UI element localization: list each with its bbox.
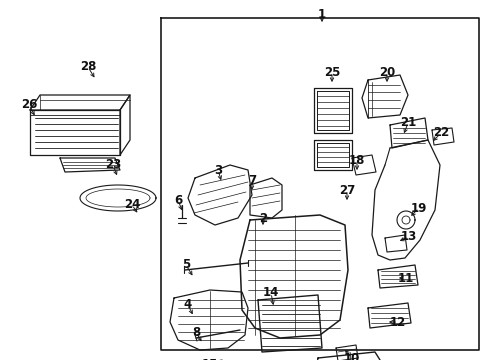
Text: 25: 25	[323, 66, 340, 78]
Text: 12: 12	[389, 315, 406, 328]
Text: 20: 20	[378, 66, 394, 78]
Text: 11: 11	[397, 271, 413, 284]
Text: 1: 1	[317, 8, 325, 21]
Text: 14: 14	[262, 287, 279, 300]
Text: 3: 3	[214, 163, 222, 176]
Text: 7: 7	[247, 174, 256, 186]
Text: 4: 4	[183, 298, 192, 311]
Text: 8: 8	[191, 325, 200, 338]
Text: 13: 13	[400, 230, 416, 243]
Text: 6: 6	[174, 194, 182, 207]
Text: 23: 23	[104, 158, 121, 171]
Text: 2: 2	[259, 211, 266, 225]
Text: 10: 10	[343, 351, 359, 360]
Text: 28: 28	[80, 60, 96, 73]
Text: 5: 5	[182, 258, 190, 271]
Text: 22: 22	[432, 126, 448, 139]
Text: 19: 19	[410, 202, 427, 215]
Text: 15: 15	[202, 359, 218, 360]
Text: 27: 27	[338, 184, 354, 197]
Text: 24: 24	[123, 198, 140, 211]
Text: 21: 21	[399, 117, 415, 130]
Text: 26: 26	[21, 99, 37, 112]
Text: 18: 18	[348, 153, 365, 166]
